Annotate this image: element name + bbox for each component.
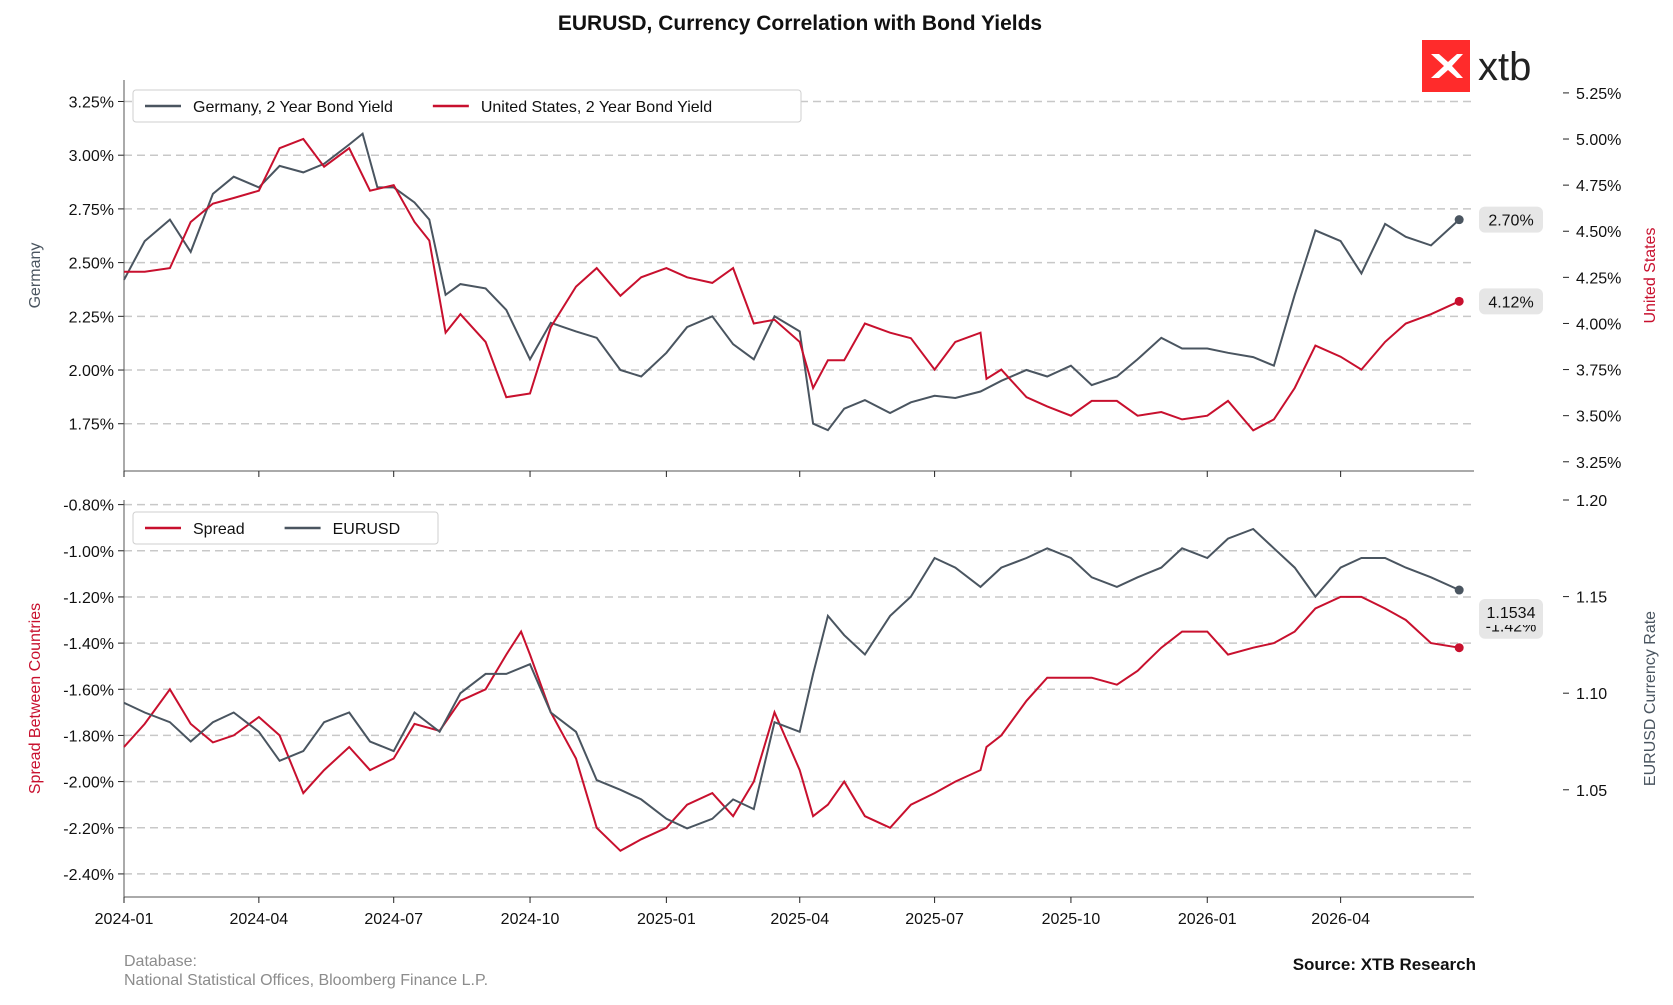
end-point-germany-2-year-bond-yield [1454, 215, 1464, 225]
left-tick-label: -1.80% [63, 728, 114, 745]
left-tick-label: -1.00% [63, 544, 114, 561]
end-label-text: 4.12% [1488, 294, 1533, 311]
end-label-badge [1479, 206, 1543, 233]
left-tick-label: -2.20% [63, 821, 114, 838]
left-axis-label: Germany [27, 243, 44, 309]
end-point-eurusd [1454, 585, 1464, 595]
left-tick-label: 2.25% [69, 309, 114, 326]
x-tick-label: 2025-10 [1042, 911, 1101, 928]
left-tick-label: -1.20% [63, 590, 114, 607]
left-tick-label: 3.25% [69, 94, 114, 111]
chart-title: EURUSD, Currency Correlation with Bond Y… [557, 12, 1043, 35]
x-tick-label: 2024-01 [95, 911, 154, 928]
left-axis-label: Spread Between Countries [27, 603, 44, 794]
right-tick-label: 1.15 [1576, 590, 1607, 607]
x-tick-label: 2024-10 [501, 911, 560, 928]
legend: Spread EURUSD [132, 511, 439, 545]
left-tick-label: 2.75% [69, 202, 114, 219]
end-point-spread [1454, 643, 1464, 653]
footer-database: Database: National Statistical Offices, … [124, 952, 488, 990]
left-tick-label: 2.50% [69, 256, 114, 273]
right-tick-label: 5.00% [1576, 132, 1621, 149]
right-tick-label: 4.50% [1576, 224, 1621, 241]
right-tick-label: 3.50% [1576, 409, 1621, 426]
right-tick-label: 5.25% [1576, 86, 1621, 103]
series-line-united-states-2-year-bond-yield [124, 137, 1460, 432]
footer-source: Source: XTB Research [1292, 955, 1476, 974]
footer-database-sources: National Statistical Offices, Bloomberg … [124, 972, 489, 989]
left-tick-label: 1.75% [69, 417, 114, 434]
series-line-eurusd [123, 527, 1460, 830]
right-tick-label: 4.25% [1576, 270, 1621, 287]
right-tick-label: 3.25% [1576, 455, 1621, 472]
left-tick-label: -1.40% [63, 636, 114, 653]
x-tick-label: 2025-07 [905, 911, 964, 928]
x-tick-label: 2024-04 [229, 911, 288, 928]
right-tick-label: 4.00% [1576, 316, 1621, 333]
x-tick-label: 2025-01 [637, 911, 696, 928]
right-tick-label: 1.05 [1576, 783, 1607, 800]
x-tick-label: 2026-04 [1311, 911, 1370, 928]
right-tick-label: 1.20 [1576, 493, 1607, 510]
end-label-badge [1479, 288, 1543, 315]
xtb-logo: xtb [1422, 40, 1550, 92]
left-tick-label: -1.60% [63, 682, 114, 699]
legend-label-eurusd: EURUSD [333, 521, 401, 538]
x-tick-label: 2025-04 [770, 911, 829, 928]
x-tick-label: 2024-07 [364, 911, 423, 928]
top-panel-yields: 1.75% 2.00% 2.25% 2.50% 2.75% 3.00% 3.25% 3.25%… [27, 80, 1659, 477]
right-tick-label: 4.75% [1576, 178, 1621, 195]
right-axis-label: United States [1642, 227, 1659, 323]
left-tick-label: -0.80% [63, 498, 114, 515]
left-tick-label: 3.00% [69, 148, 114, 165]
right-axis-label: EURUSD Currency Rate [1642, 611, 1659, 786]
end-point-united-states-2-year-bond-yield [1454, 296, 1464, 306]
left-tick-label: 2.00% [69, 363, 114, 380]
x-tick-label: 2026-01 [1178, 911, 1237, 928]
bottom-panel-spread-eurusd: -2.40% -2.20% -2.00% -1.80% -1.60% -1.40% -1.2… [27, 493, 1659, 928]
series-line-germany-2-year-bond-yield [123, 131, 1460, 432]
end-label-text: 2.70% [1488, 213, 1533, 230]
footer-database-label: Database: [124, 953, 197, 970]
series-line-spread [123, 595, 1460, 853]
legend-label-germany-2-year-bond-yield: Germany, 2 Year Bond Yield [193, 99, 393, 116]
right-tick-label: 3.75% [1576, 363, 1621, 380]
end-label-text: 1.1534 [1487, 605, 1536, 622]
legend-label-spread: Spread [193, 521, 245, 538]
legend: Germany, 2 Year Bond Yield United States,… [132, 89, 802, 123]
logo-x-mark [1431, 54, 1463, 78]
left-tick-label: -2.40% [63, 867, 114, 884]
legend-label-united-states-2-year-bond-yield: United States, 2 Year Bond Yield [481, 99, 712, 116]
end-label-badge [1479, 599, 1543, 626]
left-tick-label: -2.00% [63, 775, 114, 792]
logo-text: xtb [1478, 45, 1531, 89]
right-tick-label: 1.10 [1576, 686, 1607, 703]
